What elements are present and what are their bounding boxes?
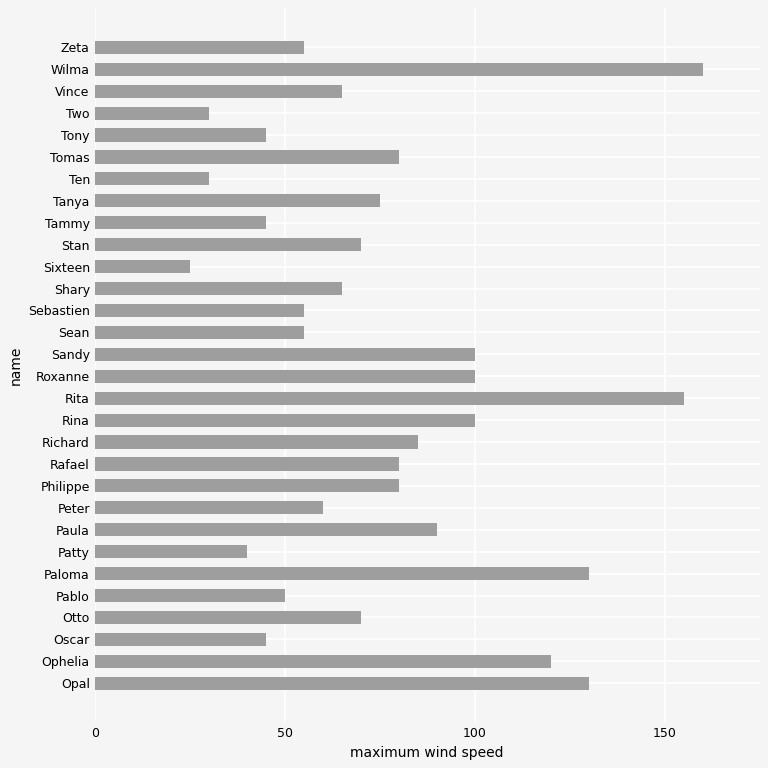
Bar	[94, 677, 588, 690]
Bar	[94, 172, 209, 186]
Bar	[94, 84, 342, 98]
X-axis label: maximum wind speed: maximum wind speed	[350, 746, 504, 760]
Bar	[94, 523, 437, 536]
Bar	[94, 545, 247, 558]
Bar	[94, 326, 303, 339]
Bar	[94, 194, 379, 207]
Bar	[94, 260, 190, 273]
Bar	[94, 217, 266, 230]
Bar	[94, 63, 703, 76]
Bar	[94, 238, 361, 251]
Bar	[94, 128, 266, 141]
Bar	[94, 458, 399, 471]
Bar	[94, 369, 475, 382]
Bar	[94, 282, 342, 295]
Bar	[94, 633, 266, 646]
Bar	[94, 502, 323, 515]
Bar	[94, 151, 399, 164]
Bar	[94, 304, 303, 317]
Y-axis label: name: name	[8, 346, 22, 385]
Bar	[94, 611, 361, 624]
Bar	[94, 654, 551, 668]
Bar	[94, 41, 303, 54]
Bar	[94, 413, 475, 427]
Bar	[94, 589, 285, 602]
Bar	[94, 348, 475, 361]
Bar	[94, 479, 399, 492]
Bar	[94, 107, 209, 120]
Bar	[94, 392, 684, 405]
Bar	[94, 435, 418, 449]
Bar	[94, 567, 588, 580]
